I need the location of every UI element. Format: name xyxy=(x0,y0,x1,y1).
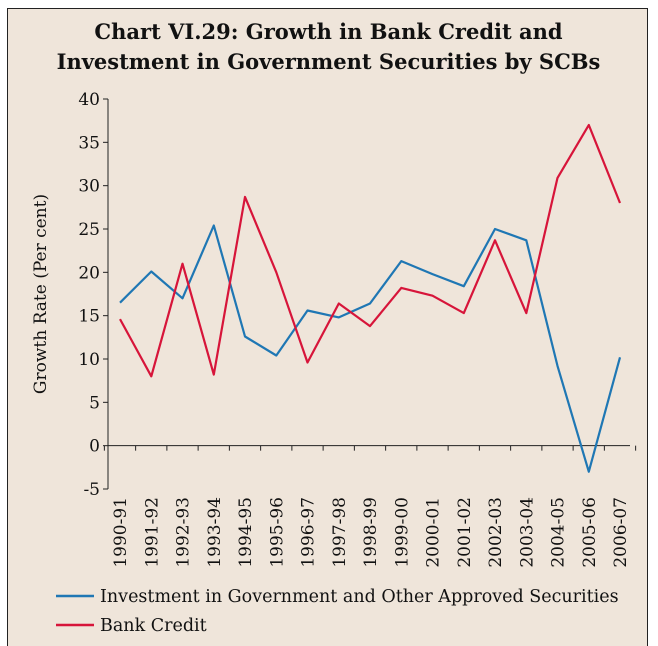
chart-frame: Chart VI.29: Growth in Bank Credit and I… xyxy=(7,8,648,646)
legend-label-1: Investment in Government and Other Appro… xyxy=(100,587,619,607)
y-axis-title: Growth Rate (Per cent) xyxy=(31,194,51,394)
x-tick-label: 1991-92 xyxy=(142,497,162,568)
x-tick-label: 2006-07 xyxy=(611,497,631,568)
y-tick-label: 15 xyxy=(78,307,100,327)
y-tick-label: 25 xyxy=(78,220,100,240)
y-tick-label: 5 xyxy=(89,393,100,413)
x-tick-label: 1995-96 xyxy=(267,497,287,568)
chart-title-line-2: Investment in Government Securities by S… xyxy=(56,49,601,74)
chart-title: Chart VI.29: Growth in Bank Credit and I… xyxy=(8,17,649,77)
x-tick-label: 1998-99 xyxy=(361,497,381,568)
x-tick-label: 1996-97 xyxy=(299,497,319,568)
y-tick-label: 10 xyxy=(78,350,100,370)
y-tick-label: -5 xyxy=(83,480,100,500)
legend-label-2: Bank Credit xyxy=(100,616,207,636)
x-tick-label: 1997-98 xyxy=(330,497,350,568)
x-tick-label: 1993-94 xyxy=(205,497,225,568)
x-tick-label: 2000-01 xyxy=(424,497,444,568)
x-tick-label: 2002-03 xyxy=(486,497,506,568)
x-tick-label: 2003-04 xyxy=(517,497,537,568)
series-line-1 xyxy=(119,224,622,473)
y-tick-label: 40 xyxy=(78,90,100,110)
x-tick-label: 1992-93 xyxy=(174,497,194,568)
x-tick-label: 1994-95 xyxy=(236,497,256,568)
chart-title-line-1: Chart VI.29: Growth in Bank Credit and xyxy=(94,19,563,44)
x-tick-label: 2005-06 xyxy=(580,497,600,568)
y-tick-label: 20 xyxy=(78,263,100,283)
line-chart: -5 0 5 10 15 20 25 30 35 40 1990-91 1991-92 1992-93 1… xyxy=(31,90,637,636)
x-tick-label: 1999-00 xyxy=(392,497,412,568)
x-tick-label: 2004-05 xyxy=(549,497,569,568)
series-line-2 xyxy=(119,123,622,378)
x-tick-label: 2001-02 xyxy=(455,497,475,568)
y-tick-label: 0 xyxy=(89,437,100,457)
x-tick-label: 1990-91 xyxy=(111,497,131,568)
y-tick-label: 35 xyxy=(78,133,100,153)
y-tick-label: 30 xyxy=(78,177,100,197)
